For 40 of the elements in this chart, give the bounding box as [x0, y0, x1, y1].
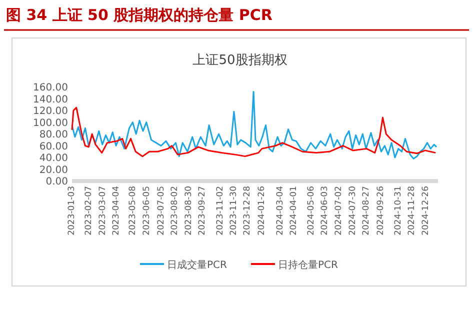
x-tick-label: 2024-07-30	[348, 186, 358, 236]
x-tick-label: 2023-07-05	[156, 186, 167, 236]
x-tick-label: 2023-11-02	[215, 186, 226, 236]
x-tick-label: 2024-12-26	[420, 186, 431, 236]
legend-label: 日成交量PCR	[167, 259, 228, 271]
x-tick-label: 2023-03-07	[98, 186, 108, 236]
y-tick-label: 160.00	[33, 82, 68, 94]
x-tick-label: 2024-01-26	[256, 186, 267, 236]
x-tick-label: 2023-12-28	[242, 186, 253, 236]
y-tick-label: 0.00	[46, 176, 68, 188]
y-tick-label: 100.00	[33, 118, 68, 129]
x-tick-label: 2023-11-30	[228, 186, 239, 236]
x-tick-label: 2023-09-27	[198, 186, 208, 236]
x-tick-label: 2024-09-26	[376, 186, 386, 236]
line-series	[71, 106, 436, 158]
x-tick-label: 2023-02-07	[84, 186, 94, 236]
y-tick-label: 40.00	[39, 153, 68, 164]
x-tick-label: 2024-11-28	[407, 186, 418, 236]
x-tick-label: 2023-01-03	[67, 186, 77, 236]
x-tick-label: 2024-10-31	[393, 186, 404, 236]
x-tick-label: 2024-06-03	[320, 186, 330, 236]
x-tick-label: 2023-04-04	[112, 186, 122, 236]
chart-title: 图 34 上证 50 股指期权的持仓量 PCR	[6, 6, 273, 24]
y-tick-label: 20.00	[39, 164, 68, 176]
x-tick-label: 2023-08-30	[184, 186, 194, 236]
y-tick-label: 60.00	[39, 141, 68, 152]
y-tick-label: 140.00	[33, 94, 68, 106]
x-tick-label: 2024-05-06	[306, 186, 316, 236]
chart-subtitle: 上证50股指期权	[192, 53, 288, 68]
x-tick-label: 2024-04-01	[289, 186, 300, 236]
x-tick-label: 2024-08-27	[362, 186, 372, 236]
y-tick-label: 80.00	[39, 130, 68, 140]
x-tick-label: 2024-07-02	[334, 186, 344, 236]
x-tick-label: 2024-03-04	[275, 186, 286, 236]
y-tick-label: 120.00	[33, 106, 68, 117]
x-tick-label: 2023-06-05	[142, 186, 152, 236]
x-tick-label: 2023-05-08	[128, 186, 138, 236]
legend-label: 日持仓量PCR	[278, 259, 338, 271]
x-tick-label: 2023-08-02	[170, 186, 180, 236]
line-series	[71, 90, 438, 160]
